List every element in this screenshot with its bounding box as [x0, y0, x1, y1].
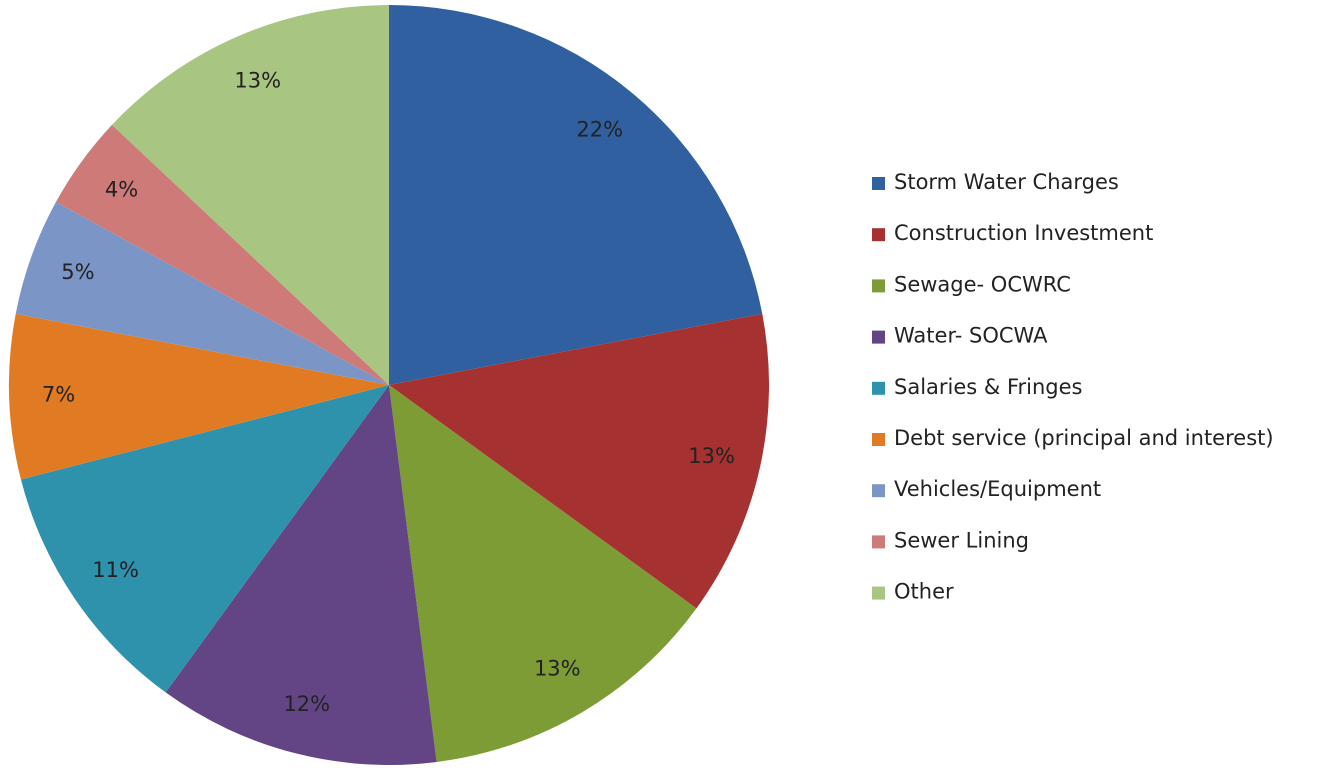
legend-label: Water- SOCWA: [894, 324, 1048, 348]
data-label: 5%: [61, 260, 94, 284]
legend-label: Construction Investment: [894, 221, 1153, 245]
legend-swatch: [872, 535, 885, 549]
legend-swatch: [872, 484, 885, 498]
data-label: 11%: [92, 558, 139, 582]
pie-slice: [20, 385, 390, 693]
legend-label: Debt service (principal and interest): [894, 426, 1274, 450]
data-label: 4%: [105, 178, 138, 202]
pie-slice: [111, 4, 390, 385]
legend-swatch: [872, 228, 885, 242]
pie-slice: [15, 201, 390, 385]
pie-slice: [389, 313, 770, 609]
data-label: 13%: [534, 657, 581, 681]
legend-swatch: [872, 330, 885, 344]
pie-slice: [389, 385, 697, 763]
legend-swatch: [872, 279, 885, 293]
legend-label: Sewage- OCWRC: [894, 272, 1071, 296]
data-label: 13%: [234, 69, 281, 93]
legend-label: Other: [894, 580, 954, 604]
pie-slice: [389, 5, 763, 385]
legend-swatch: [872, 433, 885, 446]
legend-label: Vehicles/Equipment: [894, 477, 1101, 501]
pie-slice: [56, 124, 390, 385]
legend-swatch: [872, 381, 885, 395]
legend-label: Salaries & Fringes: [894, 375, 1082, 399]
data-label: 12%: [283, 692, 330, 716]
legend-label: Storm Water Charges: [894, 170, 1119, 194]
legend-label: Sewer Lining: [894, 528, 1029, 552]
pie-slice: [8, 313, 390, 480]
legend-swatch: [872, 177, 885, 190]
data-label: 13%: [688, 444, 735, 468]
pie-slice: [165, 385, 437, 765]
data-label: 7%: [42, 382, 75, 406]
legend-swatch: [872, 586, 885, 600]
data-label: 22%: [576, 117, 623, 141]
